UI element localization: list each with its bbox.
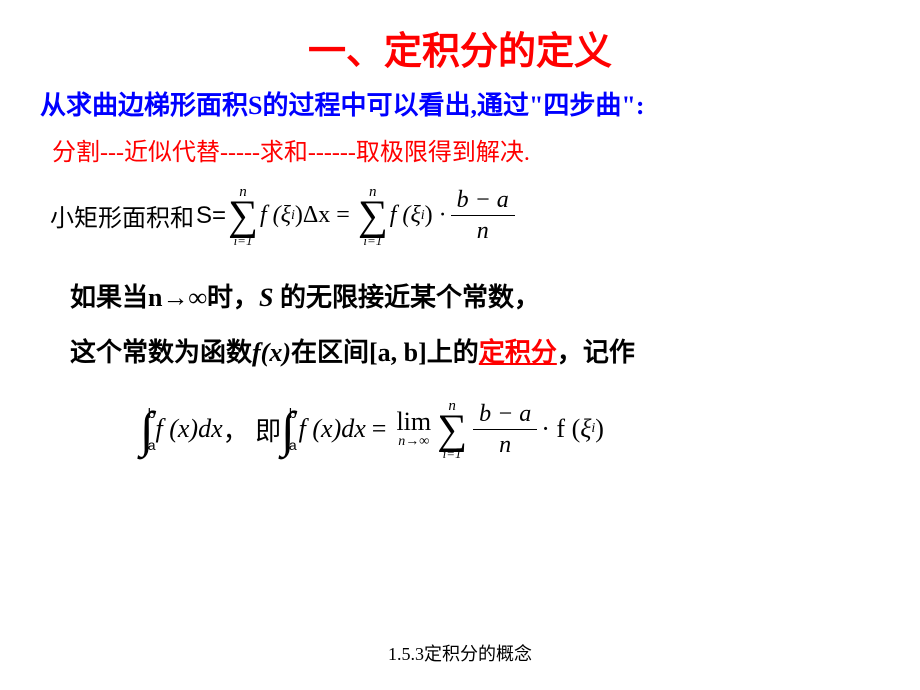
b2-fx: f(x) [252, 338, 291, 367]
fxdx-1: f (x)dx [156, 414, 223, 444]
b1-arrow: →∞ [162, 283, 207, 312]
s-equals: S= [196, 202, 226, 230]
intro-colon: : [636, 91, 645, 120]
xi-1: ξ [281, 202, 291, 229]
sigma2-symbol: ∑ [358, 200, 388, 234]
b2-post2: ，记作 [557, 338, 635, 367]
b2-keyword: 定积分 [479, 338, 557, 367]
intro-line: 从求曲边梯形面积S的过程中可以看出,通过"四步曲": [40, 85, 880, 122]
equals-2: = [372, 414, 387, 444]
comma-text: ， 即 [223, 411, 282, 448]
b1-pre: 如果当 [70, 283, 148, 312]
close-3: ) [595, 414, 604, 444]
body-line-2: 这个常数为函数f(x)在区间[a, b]上的定积分，记作 [70, 332, 880, 369]
term1: f (ξi)Δx [260, 202, 330, 229]
sigma-3: n ∑ i=1 [437, 399, 467, 461]
fxdx-2: f (x)dx [299, 414, 366, 444]
body-line-1: 如果当n→∞时，S 的无限接近某个常数， [70, 277, 880, 314]
b1-S: S [259, 283, 280, 312]
integral-1: ∫ b a [140, 406, 156, 452]
int-sym-2: ∫ [281, 409, 295, 449]
frac-2: b − a n [473, 401, 537, 459]
sigma2-bottom: i=1 [363, 234, 382, 247]
close-dot: ) · [425, 202, 447, 229]
frac1-den: n [477, 216, 489, 244]
f-open-2: f ( [390, 202, 411, 229]
lim-text: lim [396, 409, 431, 435]
close-dx: )Δx [295, 202, 330, 229]
dot-f: · f ( [541, 414, 580, 444]
sigma-symbol: ∑ [228, 200, 258, 234]
limit: lim n→∞ [396, 409, 431, 449]
xi-2: ξ [410, 202, 420, 229]
sigma-bottom: i=1 [234, 234, 253, 247]
formula-integral: ∫ b a f (x)dx ， 即 ∫ b a f (x)dx = lim n→… [140, 399, 880, 461]
formula-sum: 小矩形面积和 S= n ∑ i=1 f (ξi)Δx = n ∑ i=1 f (… [50, 185, 880, 247]
frac2-den: n [499, 430, 511, 458]
integral-2: ∫ b a [281, 406, 297, 452]
xi-3: ξ [580, 414, 591, 444]
b1-mid: 时， [207, 283, 259, 312]
sigma3-bottom: i=1 [443, 447, 462, 460]
sigma3-symbol: ∑ [437, 414, 467, 448]
frac2-num: b − a [473, 401, 537, 430]
f-open-1: f ( [260, 202, 281, 229]
sigma-1: n ∑ i=1 [228, 185, 258, 247]
term3: · f (ξi) [541, 414, 604, 444]
equals-1: = [336, 202, 350, 229]
slide: 一、定积分的定义 从求曲边梯形面积S的过程中可以看出,通过"四步曲": 分割--… [0, 0, 920, 690]
footer-text: 1.5.3定积分的概念 [0, 640, 920, 666]
b1-post: 的无限接近某个常数， [280, 283, 540, 312]
b2-pre: 这个常数为函数 [70, 338, 252, 367]
steps-line: 分割---近似代替-----求和------取极限得到解决. [52, 132, 880, 167]
sigma-2: n ∑ i=1 [358, 185, 388, 247]
b2-post1: 上的 [427, 338, 479, 367]
sum-label: 小矩形面积和 [50, 198, 194, 233]
int-sym-1: ∫ [140, 409, 154, 449]
term2: f (ξi) · [390, 202, 447, 229]
b2-mid: 在区间 [291, 338, 369, 367]
intro-text: 从求曲边梯形面积S的过程中可以看出,通过 [40, 91, 529, 120]
page-title: 一、定积分的定义 [40, 20, 880, 75]
intro-quote: "四步曲" [529, 91, 636, 120]
frac-1: b − a n [451, 187, 515, 245]
b2-ab: [a, b] [369, 338, 427, 367]
b1-n: n [148, 283, 162, 312]
frac1-num: b − a [451, 187, 515, 216]
lim-sub: n→∞ [398, 435, 429, 449]
